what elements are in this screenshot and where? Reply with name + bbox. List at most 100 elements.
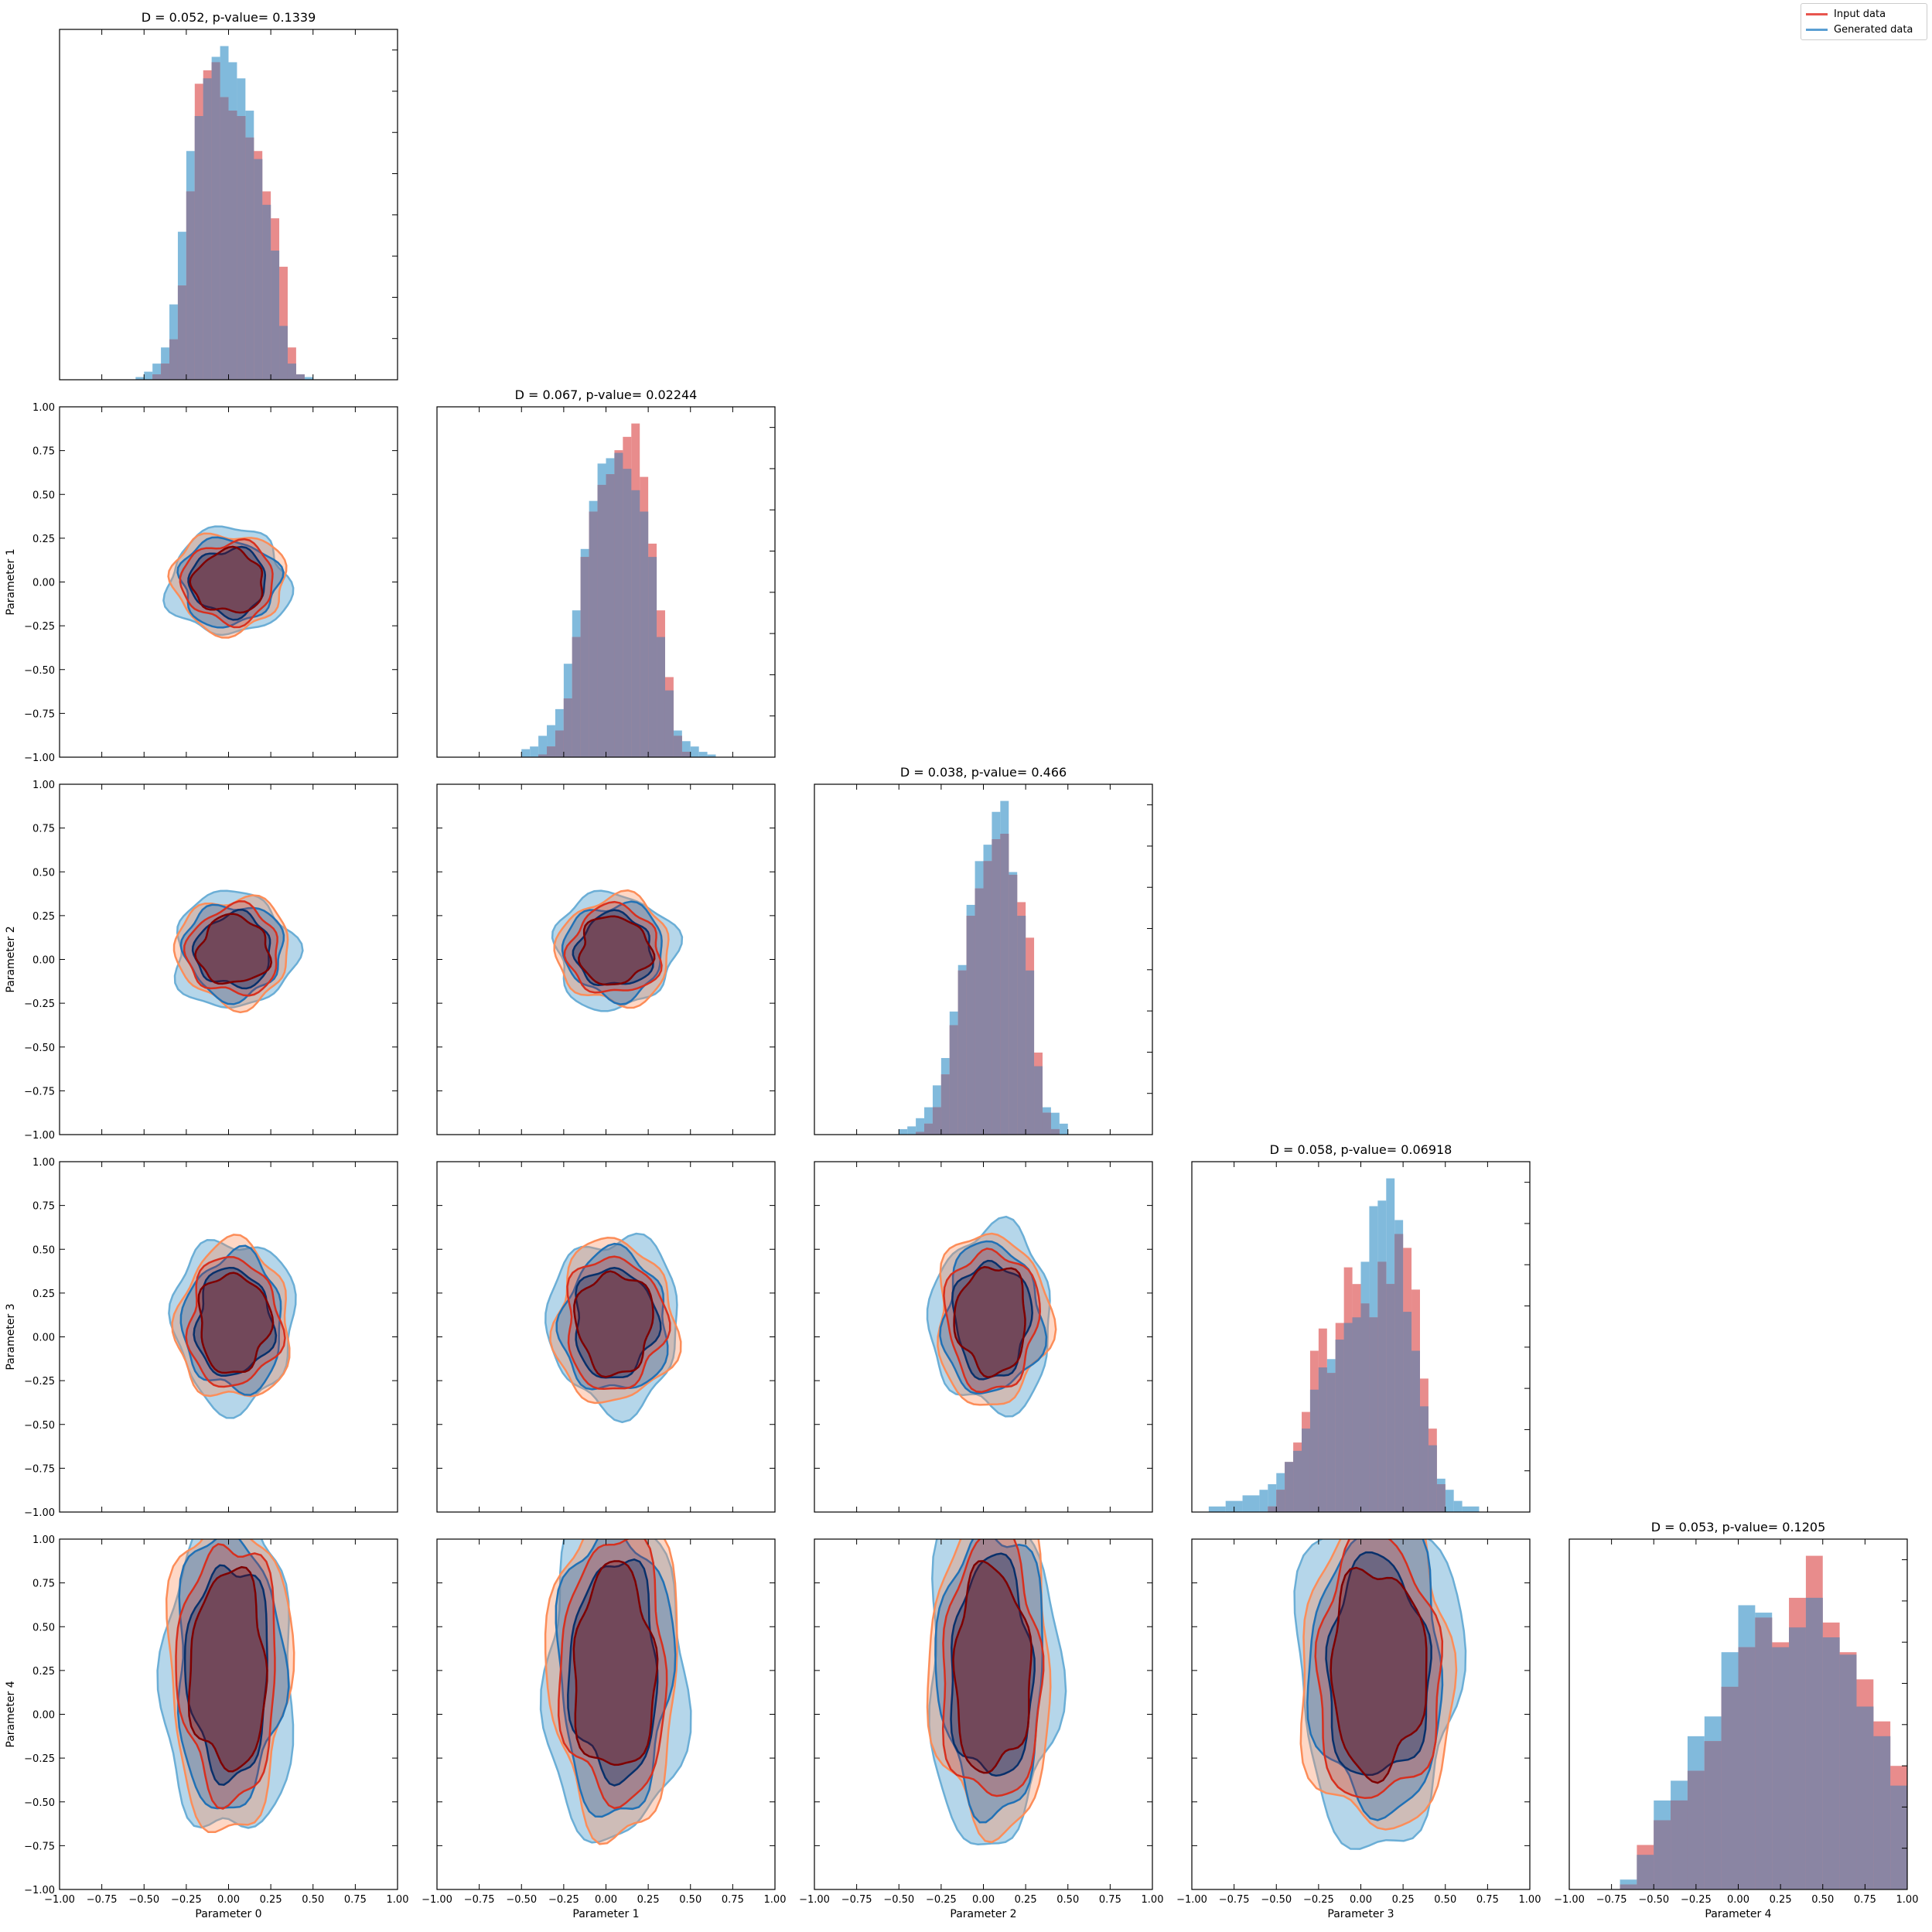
hist-bar-generated [1445, 1490, 1454, 1512]
y-tick-label: 0.25 [32, 1289, 55, 1300]
contour-generated [156, 1539, 295, 1829]
hist-bar-overlap [563, 698, 572, 757]
y-tick-label: 0.25 [32, 911, 55, 923]
hist-bar-overlap [1890, 1785, 1907, 1889]
hist-bar-overlap [1343, 1323, 1353, 1512]
contour-panel-1-4 [436, 1538, 776, 1890]
hist-bar-generated [1225, 1500, 1243, 1512]
contour-group [162, 525, 295, 639]
hist-bar-overlap [932, 1107, 941, 1135]
hist-bar-overlap [186, 191, 195, 380]
contour-generated [191, 909, 271, 990]
y-tick-label: 0.75 [32, 1201, 55, 1213]
contour-input [165, 1539, 295, 1834]
hist-bar-overlap [1428, 1445, 1437, 1512]
contour-generated [934, 1539, 1044, 1824]
x-tick-label: −0.25 [1303, 1894, 1334, 1906]
y-tick-label: 0.50 [32, 1244, 55, 1256]
hist-bar-overlap [1042, 1112, 1051, 1135]
hist-bar-overlap [1738, 1647, 1756, 1889]
y-tick-label: 1.00 [32, 1157, 55, 1169]
x-tick-label: 0.25 [1015, 1894, 1037, 1906]
contour-panel-2-4 [814, 1538, 1153, 1890]
contour-panel-3-4 [1191, 1538, 1531, 1890]
hist-bar-overlap [648, 557, 657, 757]
hist-bar-generated [1453, 1500, 1463, 1512]
x-tick-label: −0.50 [506, 1894, 537, 1906]
contour-group [156, 1539, 295, 1834]
x-tick-label: −0.75 [1219, 1894, 1250, 1906]
hist-bar-overlap [1419, 1406, 1429, 1512]
hist-bar-overlap [1009, 875, 1018, 1135]
contour-group [168, 1234, 297, 1419]
hist-bar-overlap [169, 339, 178, 380]
x-tick-label: 0.50 [1056, 1894, 1079, 1906]
hist-bar-overlap [1293, 1450, 1302, 1512]
contour-panel-0-3 [59, 1161, 398, 1513]
y-tick-label: −0.25 [24, 621, 55, 633]
hist-bar-overlap [279, 326, 288, 380]
contour-input [573, 1270, 654, 1378]
legend-label-generated: Generated data [1834, 24, 1913, 36]
hist-bar-overlap [1026, 970, 1035, 1135]
hist-bar-overlap [623, 469, 632, 757]
y-tick-label: −1.00 [24, 753, 55, 764]
hist-bar-overlap [1789, 1627, 1806, 1889]
hist-bar-overlap [220, 97, 229, 380]
hist-bar-overlap [992, 839, 1001, 1135]
contour-input [197, 1272, 275, 1374]
contour-generated [950, 1552, 1036, 1777]
hist-bar-generated [907, 1126, 917, 1135]
y-tick-label: −0.75 [24, 708, 55, 720]
x-tick-label: 1.00 [1142, 1894, 1164, 1906]
hist-bar-overlap [262, 204, 271, 380]
hist-bar-overlap [1403, 1312, 1412, 1512]
x-tick-label: −0.75 [87, 1894, 118, 1906]
hist-bar-overlap [228, 111, 237, 380]
hist-bar-overlap [664, 690, 674, 757]
contour-generated [555, 1242, 669, 1391]
hist-bar-overlap [1302, 1429, 1310, 1512]
hist-bar-generated [1259, 1490, 1268, 1512]
x-tick-label: 0.75 [722, 1894, 744, 1906]
hist-bar-generated [690, 746, 699, 757]
contour-input [952, 1560, 1033, 1774]
contour-input [953, 1265, 1026, 1378]
legend-entry-input: Input data [1806, 9, 1886, 20]
hist-bar-overlap [203, 78, 212, 381]
hist-bar-overlap [1369, 1317, 1378, 1512]
x-tick-label: 0.75 [1099, 1894, 1121, 1906]
hist-panel-3: D = 0.058, p-value= 0.06918 [1191, 1142, 1531, 1513]
y-tick-label: 1.00 [32, 1534, 55, 1546]
contour-generated [183, 1564, 268, 1786]
hist-bar-generated [707, 754, 716, 757]
hist-bar-overlap [1285, 1462, 1294, 1512]
contour-group [926, 1539, 1067, 1846]
hist-bar-generated [1462, 1506, 1480, 1512]
hist-bar-overlap [916, 1132, 925, 1135]
hist-bar-overlap [245, 137, 254, 380]
contour-generated [567, 1558, 659, 1787]
contour-panel-0-4 [59, 1538, 398, 1890]
hist-bar-overlap [287, 364, 296, 380]
y-tick-label: −1.00 [24, 1885, 55, 1896]
contour-generated [1325, 1551, 1432, 1777]
hist-bar-overlap [983, 861, 992, 1135]
hist-bar-overlap [580, 557, 589, 757]
contour-generated [193, 1266, 278, 1377]
hist-bar-overlap [1411, 1350, 1420, 1512]
hist-bar-overlap [1268, 1506, 1277, 1512]
hist-bar-generated [135, 377, 145, 380]
contour-input [1330, 1566, 1428, 1784]
contour-input [578, 915, 656, 986]
contour-input [572, 1560, 659, 1766]
hist-bar-overlap [1856, 1706, 1874, 1889]
contour-generated [926, 1215, 1051, 1418]
y-tick-label: −0.75 [24, 1086, 55, 1097]
contour-input [566, 1255, 671, 1391]
hist-bar-overlap [538, 754, 548, 757]
hist-bar-overlap [177, 285, 186, 380]
x-axis-label-0: Parameter 0 [195, 1908, 261, 1920]
y-tick-label: 0.00 [32, 578, 55, 589]
y-tick-label: −1.00 [24, 1130, 55, 1142]
